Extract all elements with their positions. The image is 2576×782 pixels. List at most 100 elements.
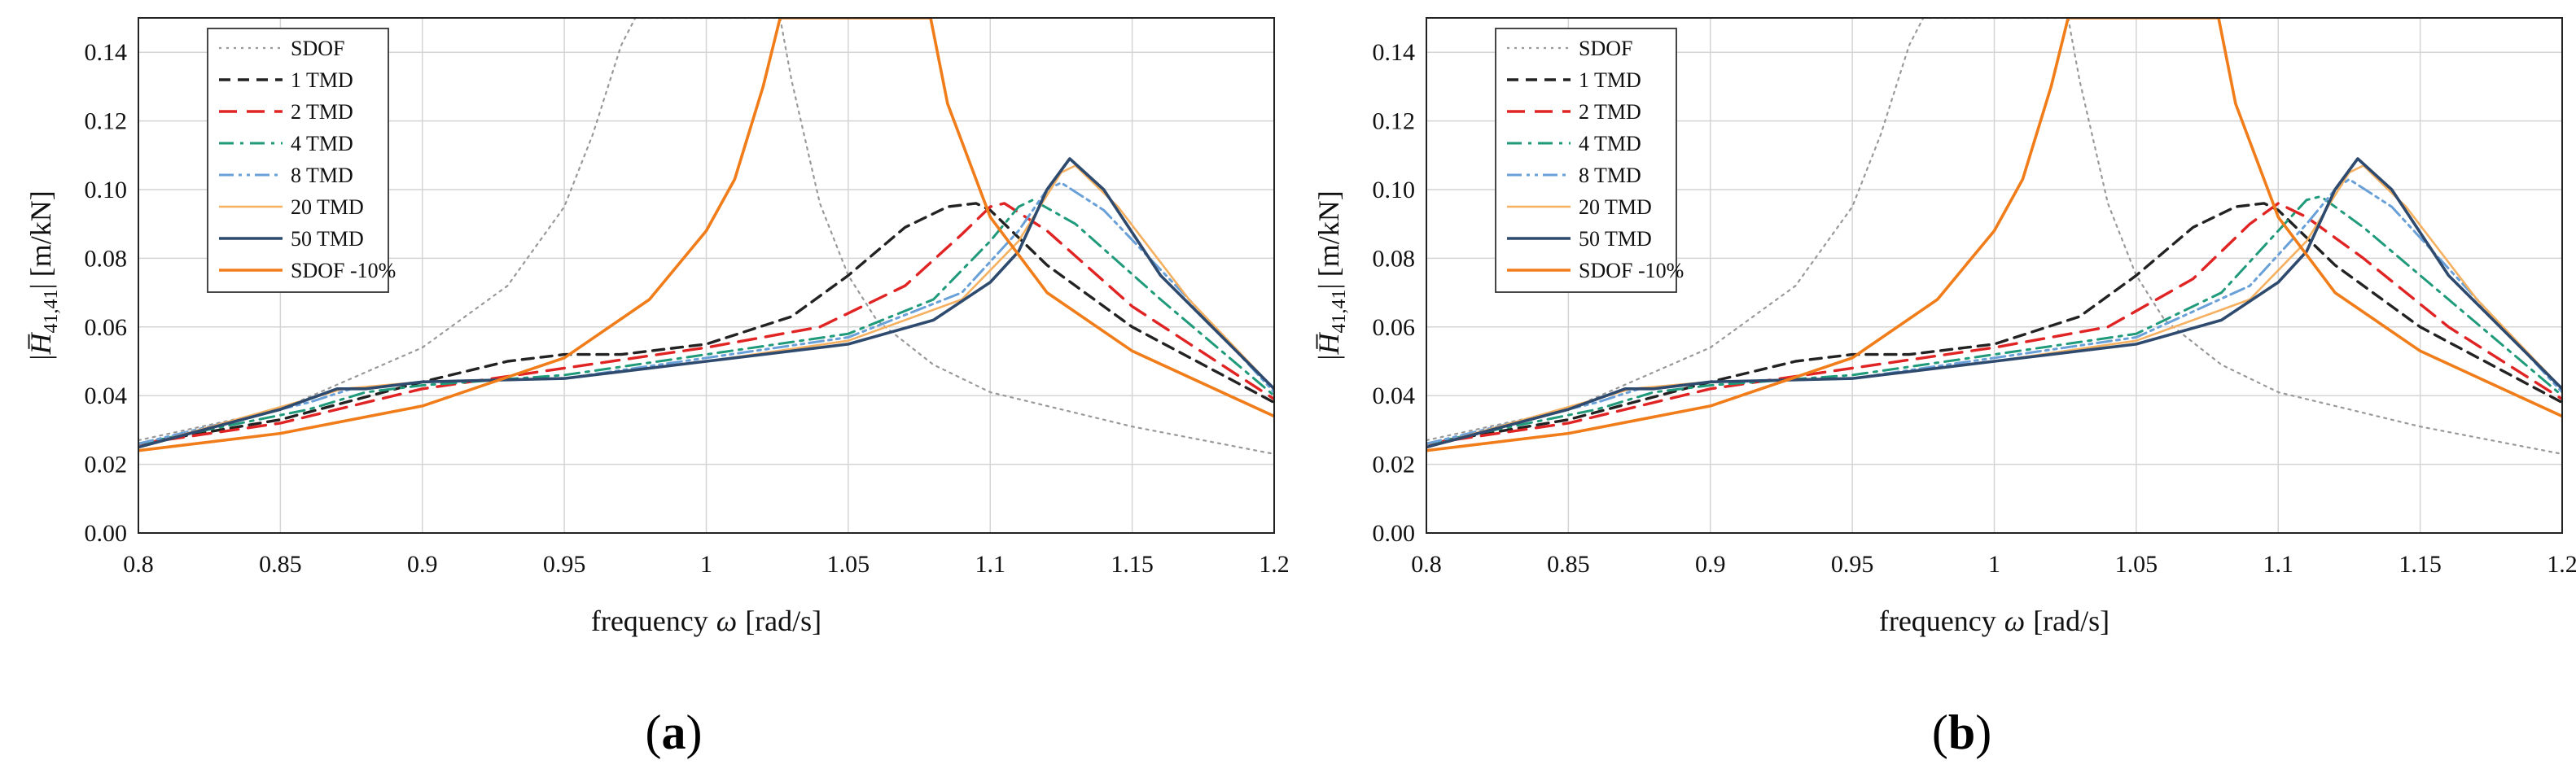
y-tick-label: 0.08: [85, 245, 128, 272]
x-tick-label: 0.8: [123, 551, 154, 578]
legend-entry: 50 TMD: [1579, 227, 1652, 251]
y-tick-label: 0.04: [1373, 382, 1416, 409]
series-lines: [138, 18, 1274, 455]
x-axis-title-symbol: ω: [2004, 605, 2025, 637]
x-tick-label: 0.9: [1695, 551, 1726, 578]
x-tick-label: 1.05: [2115, 551, 2158, 578]
y-tick-label: 0.14: [85, 39, 128, 66]
y-tick-label: 0.02: [85, 452, 128, 478]
legend-entry: 2 TMD: [1579, 100, 1641, 124]
legend-entry: SDOF -10%: [1579, 259, 1684, 282]
y-axis-title-prefix: |: [1312, 354, 1345, 360]
x-tick-label: 1: [700, 551, 712, 578]
legend-entry: 4 TMD: [291, 132, 353, 155]
y-axis-title-unit: [m/kN]: [24, 190, 57, 277]
y-tick-label: 0.12: [1373, 108, 1416, 135]
x-tick-label: 1.1: [975, 551, 1006, 578]
series-line-sdof-10: [1426, 18, 2562, 452]
series-line-50-tmd: [1426, 157, 2562, 449]
legend-entry: 1 TMD: [291, 68, 353, 92]
panel-label-letter: a: [662, 706, 686, 759]
x-tick-label: 0.9: [407, 551, 438, 578]
series-line-2-tmd: [1426, 202, 2562, 445]
frequency-response-chart-a: 0.8 0.85 0.9 0.95 1 1.05 1.1 1.15 1.2 0.00 0.02 0.0…: [24, 17, 1288, 759]
x-tick-label: 1.2: [1259, 551, 1288, 578]
legend-entry: SDOF -10%: [291, 259, 396, 282]
plot-frame: [1426, 17, 2563, 534]
y-axis-title-prefix: |: [24, 354, 57, 360]
legend-entry: 8 TMD: [1579, 164, 1641, 187]
series-line-8-tmd: [138, 181, 1274, 445]
y-tick-label: 0.06: [85, 314, 128, 341]
legend-entry: 8 TMD: [291, 164, 353, 187]
y-axis-title-suffix: |: [24, 283, 57, 289]
chart-panel-b: 0.8 0.85 0.9 0.95 1 1.05 1.1 1.15 1.2 0.00 0.02 0.0…: [1288, 0, 2576, 782]
x-axis-title-unit: [rad/s]: [2033, 605, 2109, 637]
x-tick-label: 1.15: [2399, 551, 2442, 578]
y-axis-title-unit: [m/kN]: [1312, 190, 1345, 277]
x-axis-title: frequency ω [rad/s]: [591, 605, 821, 637]
y-tick-label: 0.06: [1373, 314, 1416, 341]
legend: SDOF 1 TMD 2 TMD 4 TMD 8 TMD 20 TMD 50 TMD SDOF…: [207, 28, 396, 293]
series-line-2-tmd: [138, 202, 1274, 445]
x-axis-title-symbol: ω: [716, 605, 737, 637]
x-tick-label: 0.85: [1547, 551, 1590, 578]
legend-entry: 4 TMD: [1579, 132, 1641, 155]
series-line-8-tmd: [1426, 177, 2562, 445]
x-tick-label: 0.95: [1831, 551, 1874, 578]
legend-entry: 2 TMD: [291, 100, 353, 124]
plot-frame: [138, 17, 1275, 534]
y-tick-label: 0.08: [1373, 245, 1416, 272]
y-axis-title-sub: 41,41: [41, 289, 62, 333]
x-axis-title-prefix: frequency: [1879, 605, 1996, 637]
y-axis-title: |H̅41,41|[m/kN]: [24, 190, 62, 360]
panel-label-letter: b: [1948, 706, 1975, 759]
y-tick-label: 0.04: [85, 382, 128, 409]
panel-label: (a): [646, 706, 703, 759]
panel-label-close: ): [1975, 706, 1991, 759]
x-tick-label: 0.95: [543, 551, 586, 578]
series-line-1-tmd: [138, 202, 1274, 445]
series-line-4-tmd: [1426, 194, 2562, 445]
x-axis-title-prefix: frequency: [591, 605, 708, 637]
panel-label-open: (: [1932, 706, 1948, 759]
legend-entry: 1 TMD: [1579, 68, 1641, 92]
x-tick-label: 0.85: [259, 551, 302, 578]
series-line-sdof-10: [138, 18, 1274, 452]
y-tick-label: 0.14: [1373, 39, 1416, 66]
x-tick-label: 1: [1988, 551, 2000, 578]
series-line-4-tmd: [138, 199, 1274, 445]
legend-entry: SDOF: [1579, 37, 1632, 60]
legend-box: [207, 28, 389, 293]
y-tick-label: 0.00: [85, 520, 128, 547]
legend: SDOF 1 TMD 2 TMD 4 TMD 8 TMD 20 TMD 50 TMD SDOF…: [1495, 28, 1684, 293]
x-tick-label: 1.05: [827, 551, 870, 578]
y-tick-label: 0.10: [1373, 177, 1416, 203]
series-line-50-tmd: [138, 157, 1274, 449]
y-tick-label: 0.02: [1373, 452, 1416, 478]
legend-entry: 50 TMD: [291, 227, 364, 251]
legend-entry: SDOF: [291, 37, 344, 60]
series-lines: [1426, 18, 2562, 455]
legend-entry: 20 TMD: [291, 195, 364, 219]
panel-label-open: (: [646, 706, 662, 759]
y-axis-title-symbol: H̅: [24, 331, 57, 355]
x-tick-label: 1.2: [2547, 551, 2576, 578]
legend-box: [1495, 28, 1677, 293]
y-tick-label: 0.00: [1373, 520, 1416, 547]
y-axis-title-symbol: H̅: [1312, 331, 1345, 355]
frequency-response-chart-b: 0.8 0.85 0.9 0.95 1 1.05 1.1 1.15 1.2 0.00 0.02 0.0…: [1312, 17, 2576, 759]
legend-entry: 20 TMD: [1579, 195, 1652, 219]
series-line-1-tmd: [1426, 202, 2562, 445]
y-axis-title-suffix: |: [1312, 283, 1345, 289]
chart-panel-a: 0.8 0.85 0.9 0.95 1 1.05 1.1 1.15 1.2 0.00 0.02 0.0…: [24, 17, 1288, 759]
x-tick-label: 1.15: [1111, 551, 1154, 578]
series-line-sdof: [138, 18, 1274, 455]
x-tick-label: 1.1: [2263, 551, 2294, 578]
series-line-sdof: [1426, 18, 2562, 455]
y-tick-label: 0.10: [85, 177, 128, 203]
y-axis-title: |H̅41,41|[m/kN]: [1312, 190, 1350, 360]
panel-label-close: ): [686, 706, 703, 759]
x-tick-label: 0.8: [1411, 551, 1442, 578]
panel-label: (b): [1932, 706, 1991, 759]
